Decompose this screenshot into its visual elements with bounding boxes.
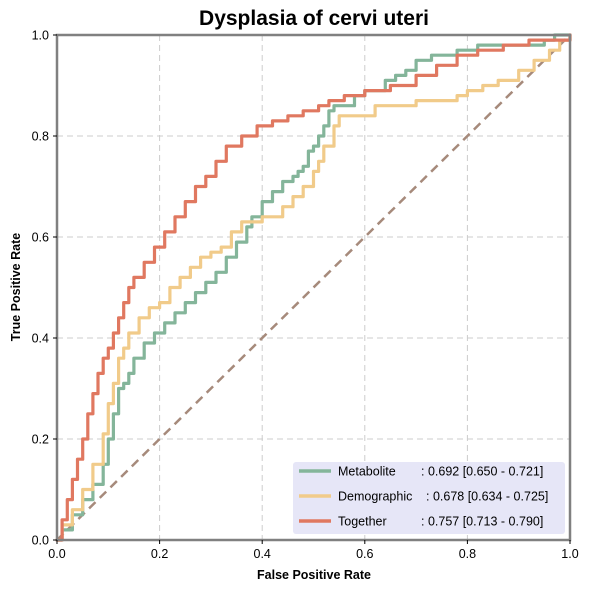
y-tick-label: 0.6: [32, 231, 49, 245]
legend: Metabolite : 0.692 [0.650 - 0.721] Demogra…: [293, 462, 565, 534]
grid: [57, 35, 570, 540]
legend-label: Metabolite: [338, 465, 396, 479]
series-line-demographic: [55, 33, 572, 542]
x-tick-label: 0.0: [48, 547, 65, 561]
legend-value: : 0.678 [0.634 - 0.725]: [426, 490, 548, 504]
y-tick-label: 0.0: [32, 534, 49, 548]
y-tick-label: 0.2: [32, 433, 49, 447]
legend-label: Demographic: [338, 490, 412, 504]
series-line-together: [55, 33, 572, 542]
legend-label: Together: [338, 515, 387, 529]
x-tick-label: 0.6: [356, 547, 373, 561]
y-tick-label: 1.0: [32, 29, 49, 43]
x-axis-label: False Positive Rate: [257, 568, 371, 582]
plot-frame: [55, 33, 572, 542]
y-tick-label: 0.4: [32, 332, 49, 346]
y-axis-ticks: 0.0 0.2 0.4 0.6 0.8 1.0: [32, 29, 57, 548]
series-line-metabolite: [55, 33, 572, 542]
legend-value: : 0.757 [0.713 - 0.790]: [421, 515, 543, 529]
y-tick-label: 0.8: [32, 130, 49, 144]
chart-title: Dysplasia of cervi uteri: [199, 7, 429, 30]
legend-value: : 0.692 [0.650 - 0.721]: [421, 465, 543, 479]
legend-box: [293, 462, 565, 534]
x-axis-ticks: 0.0 0.2 0.4 0.6 0.8 1.0: [48, 540, 579, 561]
x-tick-label: 0.2: [151, 547, 168, 561]
x-tick-label: 0.8: [459, 547, 476, 561]
x-tick-label: 0.4: [254, 547, 271, 561]
roc-series: [55, 33, 572, 542]
y-axis-label: True Positive Rate: [9, 233, 23, 341]
x-tick-label: 1.0: [561, 547, 578, 561]
